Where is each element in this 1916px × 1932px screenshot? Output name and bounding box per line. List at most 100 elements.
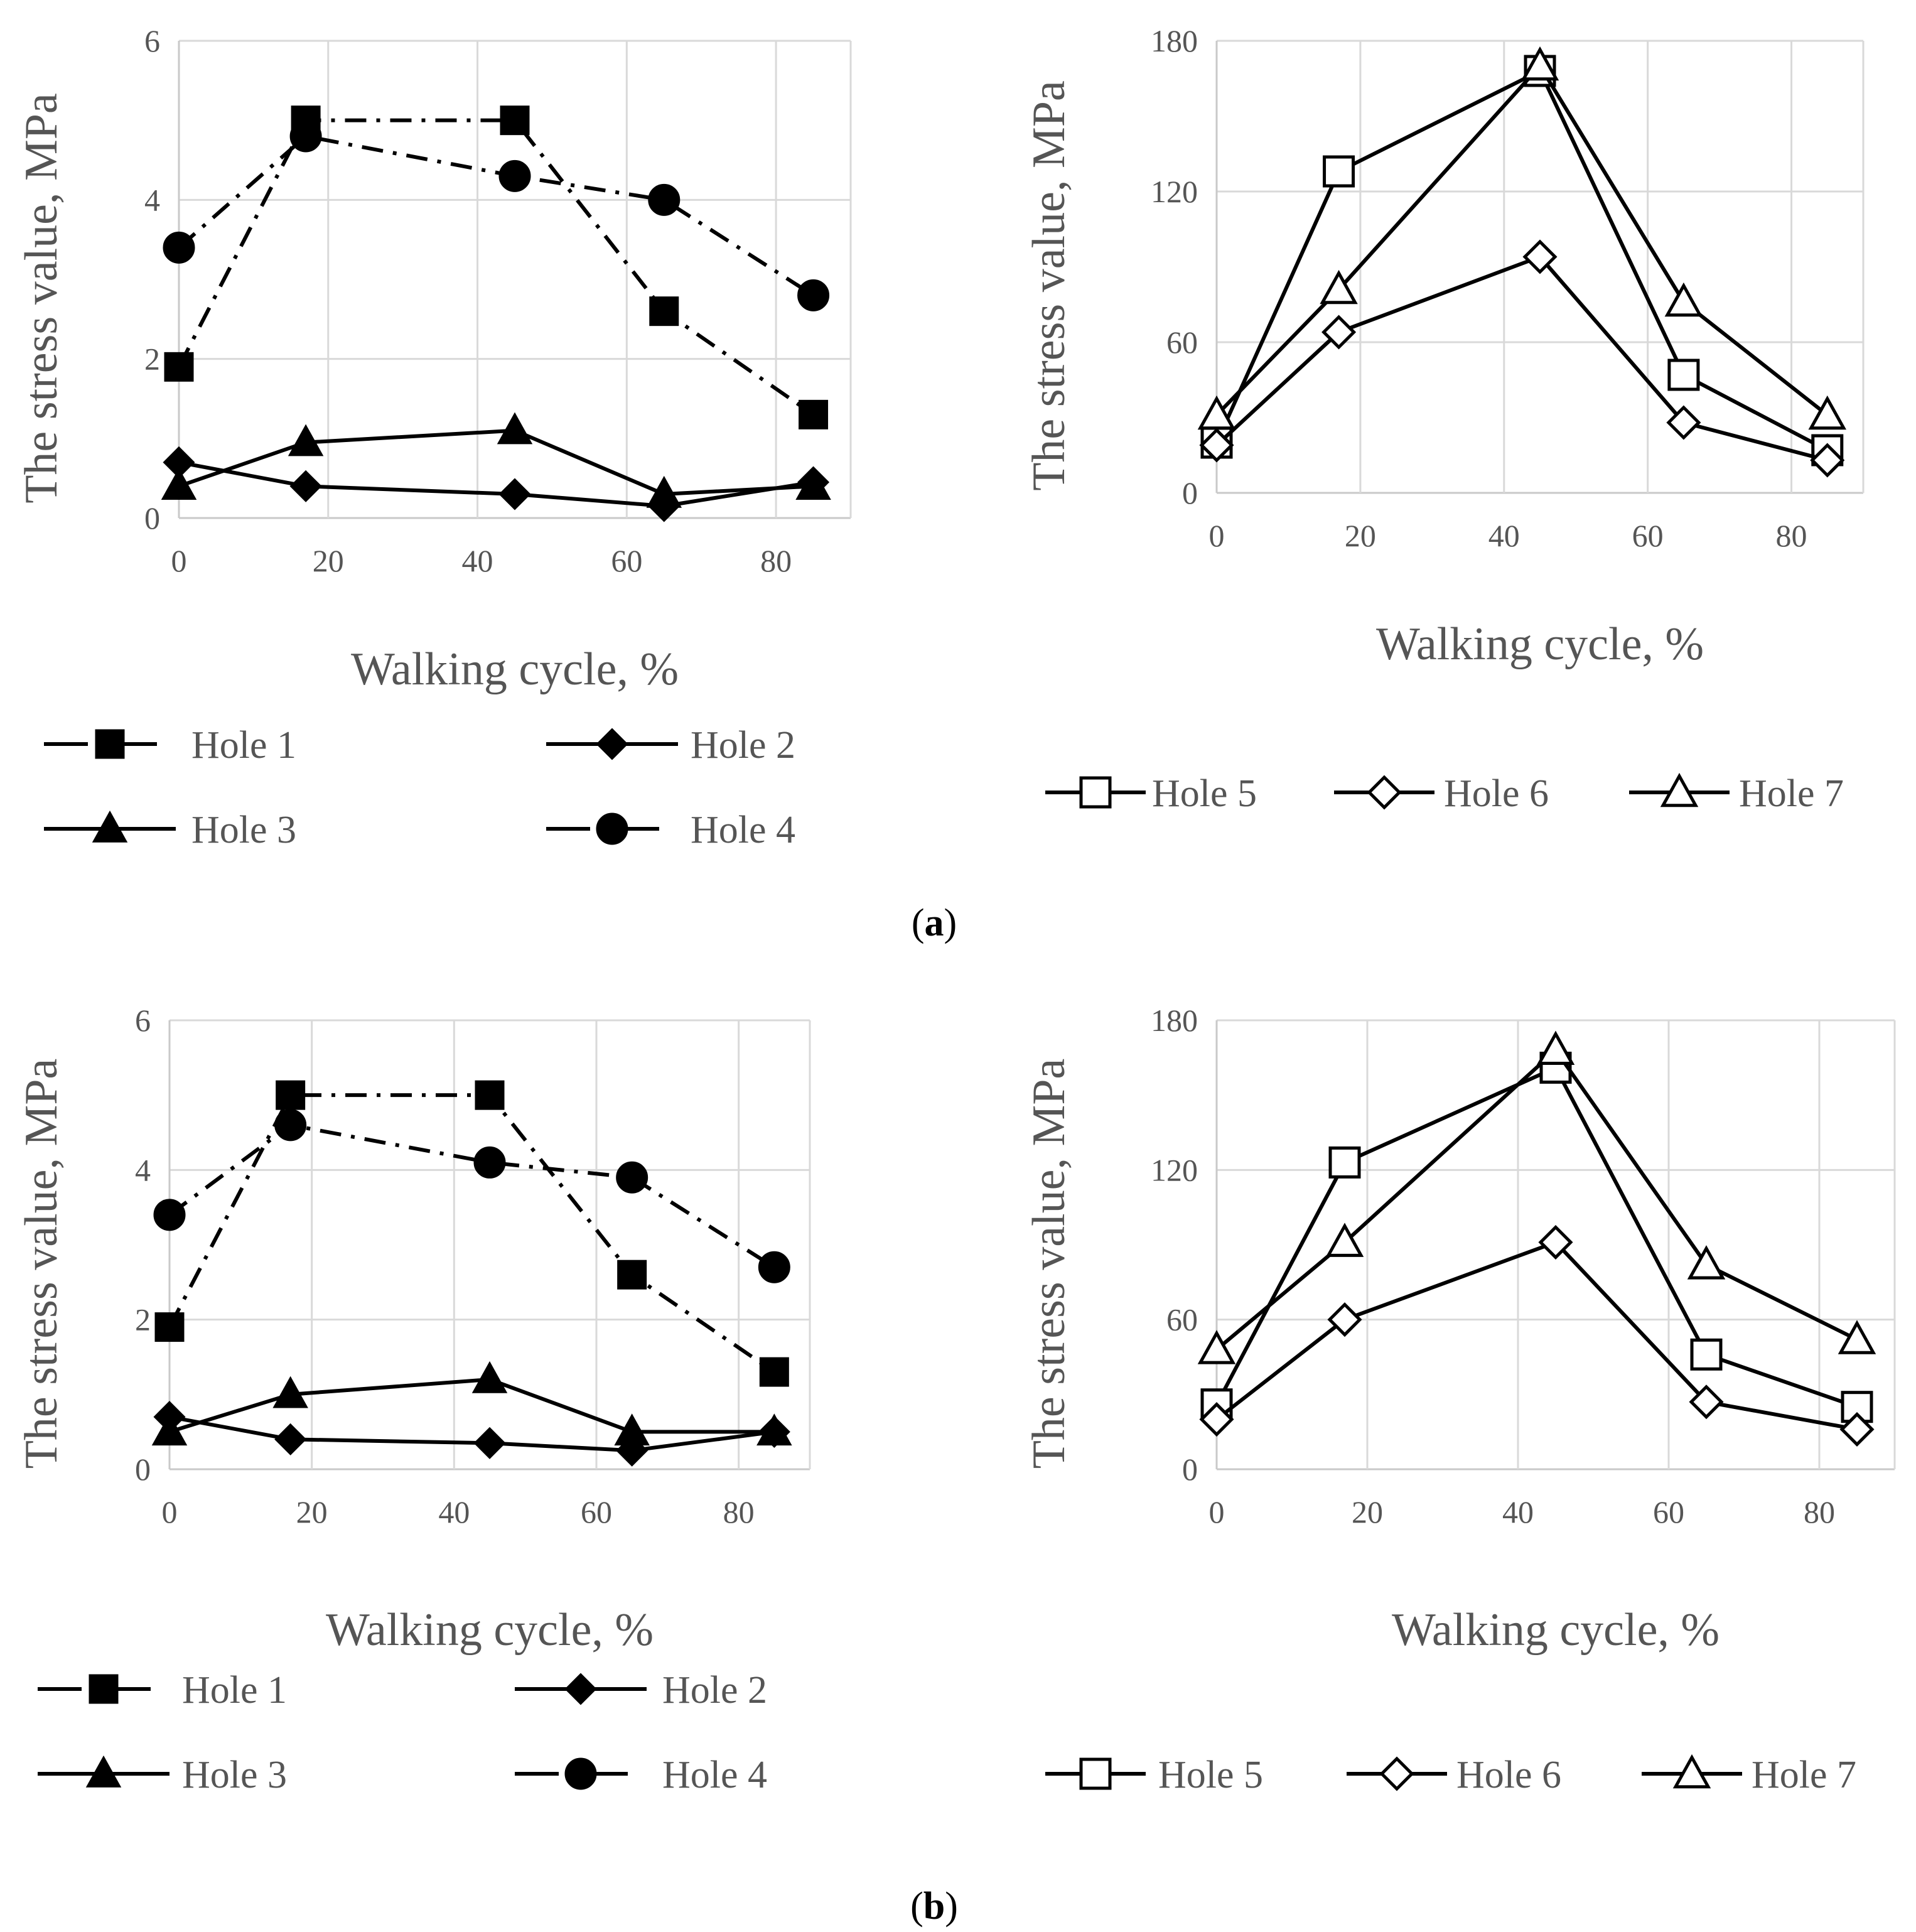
series-hole-5	[1200, 55, 1844, 467]
y-tick-label: 4	[135, 1152, 151, 1187]
y-tick-label: 0	[144, 500, 160, 536]
legend-marker	[89, 1674, 119, 1704]
data-point	[163, 231, 195, 264]
legend: Hole 5 Hole 6 Hole 7	[1045, 772, 1844, 815]
data-point	[1667, 359, 1700, 391]
series-hole-7	[1197, 1030, 1876, 1364]
data-point	[797, 279, 830, 311]
series-hole-3	[161, 412, 831, 508]
x-tick-label: 80	[1776, 518, 1807, 553]
x-axis-title: Walking cycle, %	[1392, 1604, 1720, 1656]
data-point	[1321, 315, 1357, 350]
legend-label: Hole 6	[1456, 1754, 1561, 1796]
data-point	[274, 1423, 307, 1455]
data-point	[758, 1251, 790, 1283]
data-point	[498, 478, 531, 510]
data-point	[799, 399, 829, 429]
caption-a: (a)	[912, 902, 957, 944]
x-tick-label: 60	[581, 1494, 612, 1530]
caption-b: (b)	[910, 1885, 958, 1928]
legend-item: Hole 4	[515, 1754, 767, 1796]
legend-label: Hole 7	[1739, 772, 1844, 815]
y-tick-label: 120	[1151, 174, 1198, 209]
y-tick-label: 4	[144, 182, 160, 217]
legend-marker	[92, 810, 128, 843]
data-point	[473, 1146, 506, 1179]
legend-item: Hole 2	[546, 724, 795, 767]
data-point	[153, 1199, 186, 1231]
series-line	[178, 134, 815, 297]
data-point	[276, 1080, 306, 1110]
series-line	[178, 460, 814, 508]
data-point	[1327, 1302, 1362, 1337]
x-tick-label: 60	[1653, 1494, 1684, 1530]
y-tick-label: 180	[1151, 1003, 1198, 1038]
series-hole-6	[1199, 239, 1845, 478]
x-tick-label: 60	[611, 543, 642, 578]
legend-marker	[85, 1755, 122, 1788]
y-tick-label: 2	[135, 1302, 151, 1337]
x-tick-label: 0	[171, 543, 187, 578]
x-tick-label: 60	[1632, 518, 1664, 553]
legend-label: Hole 5	[1152, 772, 1257, 815]
x-tick-label: 80	[760, 543, 792, 578]
series-line	[168, 1093, 776, 1374]
series-hole-5	[1200, 1051, 1873, 1423]
legend-label: Hole 7	[1752, 1754, 1856, 1796]
legend-marker	[564, 1757, 597, 1790]
data-point	[1687, 1245, 1726, 1280]
legend-item: Hole 4	[546, 809, 795, 851]
data-point	[288, 424, 324, 456]
data-point	[1690, 1338, 1723, 1371]
x-tick-label: 20	[1352, 1494, 1383, 1530]
data-point	[289, 470, 322, 502]
legend-item: Hole 1	[38, 1669, 287, 1712]
x-tick-label: 0	[162, 1494, 178, 1530]
data-point	[759, 1357, 789, 1387]
legend-label: Hole 3	[182, 1754, 287, 1796]
legend-marker	[95, 729, 125, 759]
x-tick-label: 40	[438, 1494, 470, 1530]
y-tick-label: 0	[1182, 1452, 1198, 1487]
chart-b-right: 0 60 120 180 0 20 40 60 80 Walking cycle, % The st…	[1023, 1003, 1896, 1796]
legend-marker	[596, 812, 628, 845]
x-tick-label: 20	[1345, 518, 1376, 553]
legend-marker	[1367, 775, 1402, 810]
x-tick-label: 40	[462, 543, 493, 578]
data-point	[614, 1413, 650, 1446]
data-point	[498, 159, 531, 192]
legend-item: Hole 3	[38, 1754, 287, 1796]
data-point	[1536, 1030, 1575, 1065]
legend-item: Hole 3	[44, 809, 296, 851]
data-point	[471, 1361, 508, 1393]
data-point	[1325, 1222, 1364, 1257]
data-point	[617, 1260, 647, 1290]
legend-marker	[1379, 1756, 1414, 1791]
x-tick-label: 80	[723, 1494, 755, 1530]
grid	[178, 40, 852, 519]
data-point	[1689, 1384, 1724, 1420]
data-point	[274, 1109, 307, 1141]
data-point	[151, 1413, 188, 1446]
series-line	[169, 1378, 775, 1434]
data-point	[1810, 443, 1845, 478]
data-point	[1522, 239, 1558, 274]
legend-item: Hole 1	[44, 724, 296, 767]
x-axis-title: Walking cycle, %	[326, 1604, 654, 1656]
data-point	[500, 105, 530, 136]
y-axis-title: The stress value, MPa	[1023, 1059, 1075, 1469]
data-point	[1839, 1411, 1875, 1447]
data-point	[1538, 1224, 1573, 1260]
legend-label: Hole 2	[662, 1669, 767, 1712]
legend-label: Hole 6	[1444, 772, 1549, 815]
series-hole-7	[1197, 46, 1847, 430]
series-hole-1	[154, 1080, 789, 1387]
y-tick-label: 60	[1166, 1302, 1198, 1337]
series-line	[177, 118, 815, 416]
data-point	[1838, 1320, 1876, 1354]
data-point	[649, 296, 679, 326]
legend-label: Hole 1	[182, 1669, 287, 1712]
x-tick-label: 0	[1209, 1494, 1225, 1530]
